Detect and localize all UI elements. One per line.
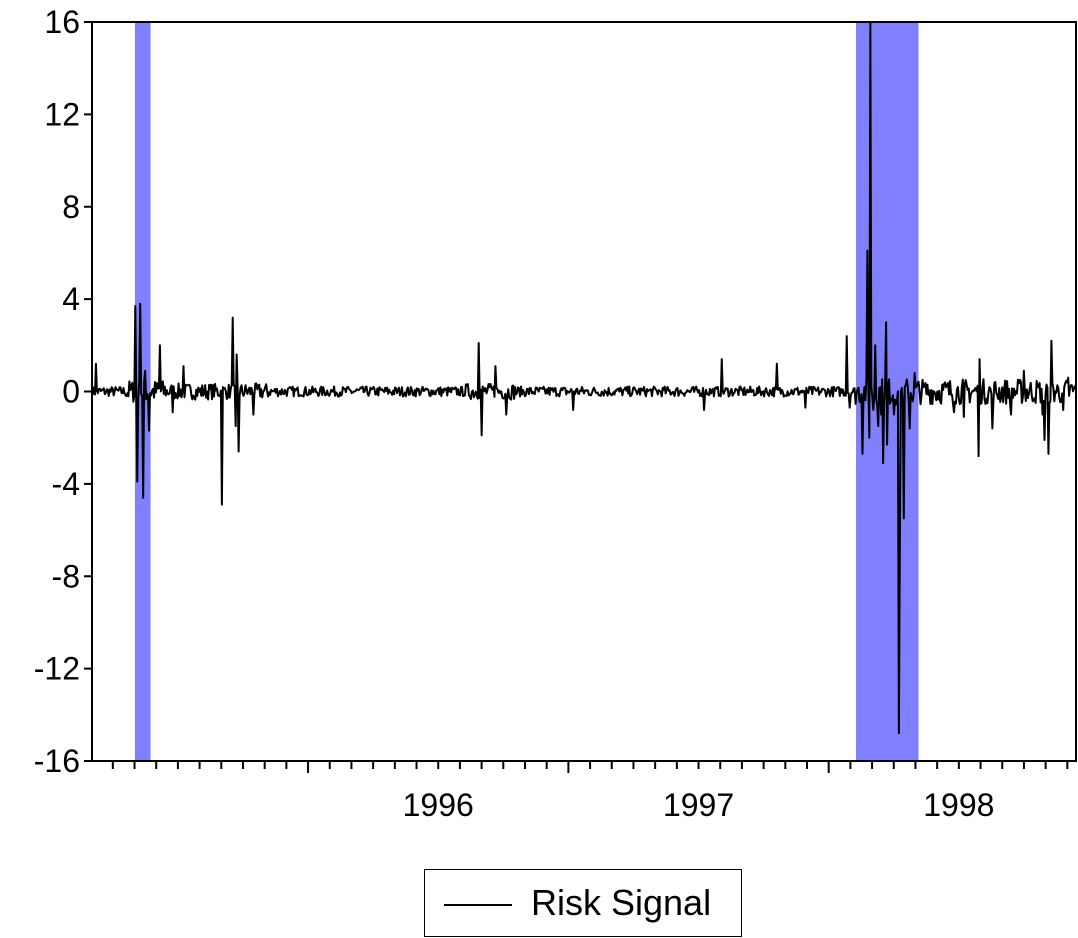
y-tick-label: -12	[34, 651, 80, 687]
y-tick-label: 8	[62, 189, 80, 225]
y-tick-label: -4	[52, 466, 80, 502]
y-tick-label: 12	[44, 96, 80, 132]
shaded-region-1	[134, 22, 151, 761]
legend: Risk Signal	[424, 869, 742, 937]
y-tick-label: 16	[44, 4, 80, 40]
line-chart: 16 12 8 4 0 -4 -8 -12 -16 1996 1997 1998	[34, 4, 1077, 823]
y-axis: 16 12 8 4 0 -4 -8 -12 -16	[34, 4, 92, 779]
y-tick-label: -8	[52, 558, 80, 594]
legend-line-swatch	[444, 904, 512, 906]
x-tick-label: 1996	[403, 787, 474, 823]
x-axis: 1996 1997 1998	[111, 761, 1069, 823]
y-tick-label: 4	[62, 281, 80, 317]
x-tick-label: 1997	[663, 787, 734, 823]
series-line-risk-signal	[91, 21, 1077, 735]
y-tick-label: 0	[62, 374, 80, 410]
x-tick-label: 1998	[923, 787, 994, 823]
y-tick-label: -16	[34, 743, 80, 779]
legend-label: Risk Signal	[531, 882, 712, 923]
series-risk-signal	[91, 21, 1077, 735]
